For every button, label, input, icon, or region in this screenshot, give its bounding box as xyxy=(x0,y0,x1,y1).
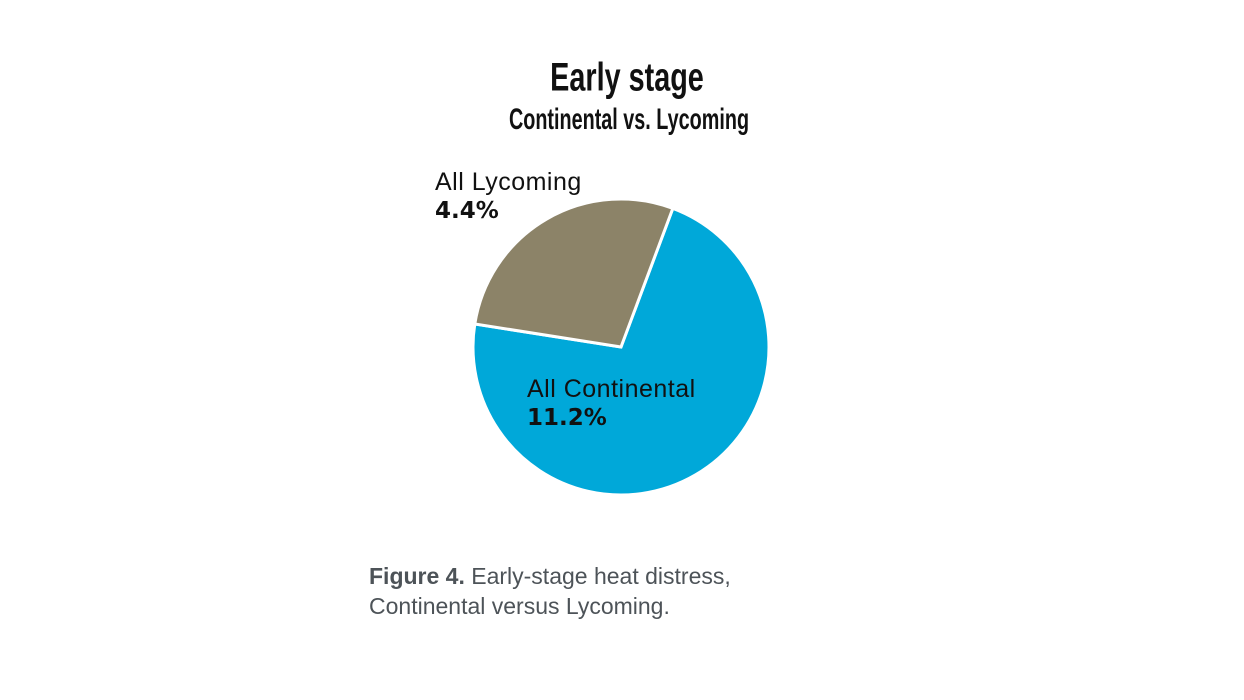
caption-label: Figure 4. xyxy=(369,563,465,589)
chart-subtitle: Continental vs. Lycoming xyxy=(509,103,749,136)
slice-value: 4.4% xyxy=(435,198,499,224)
caption-text: Early-stage heat distress, Continental v… xyxy=(369,563,731,619)
pie-slice xyxy=(471,206,771,497)
slice-value: 11.2% xyxy=(527,405,607,431)
pie-slice xyxy=(473,197,675,349)
caption: Figure 4. Early-stage heat distress, Con… xyxy=(369,561,789,621)
chart-title: Early stage xyxy=(550,55,704,100)
slice-label: All Lycoming xyxy=(435,168,582,196)
slice-label: All Continental xyxy=(527,375,696,403)
